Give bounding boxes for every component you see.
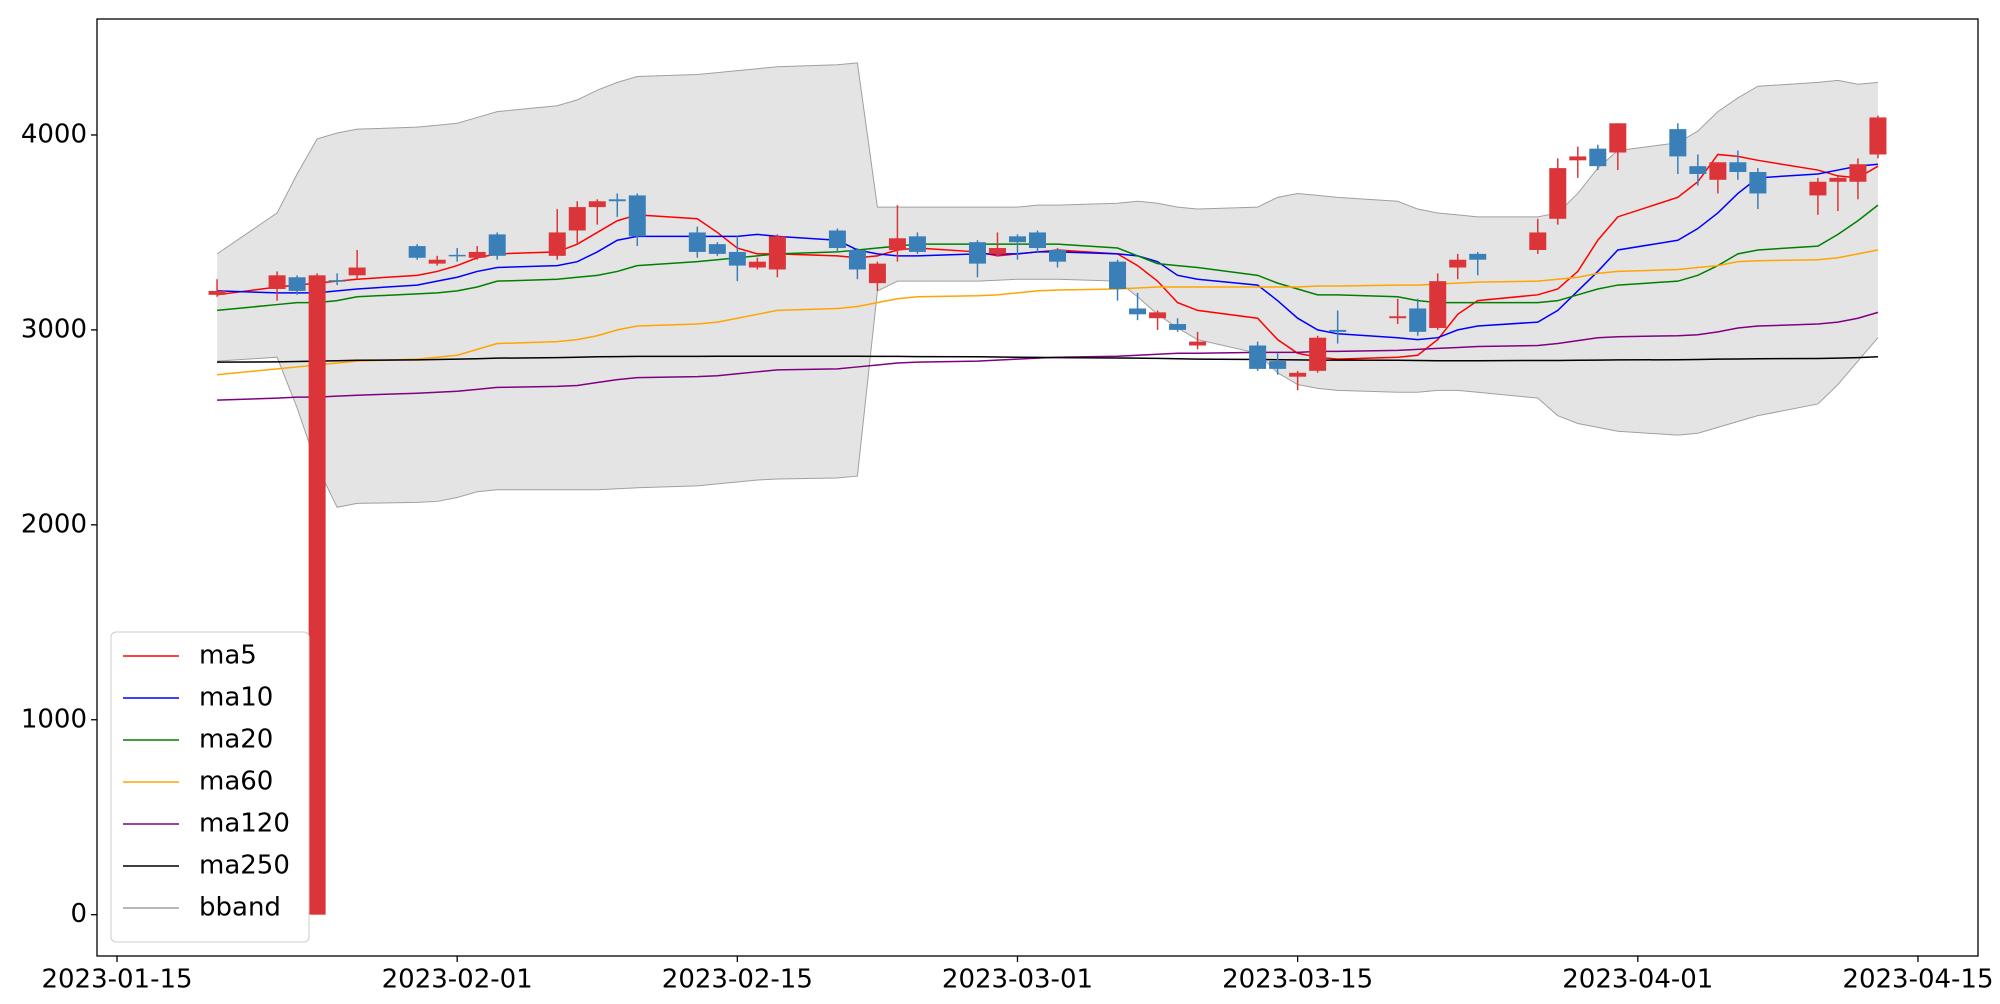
candle-body [348, 267, 366, 276]
candle-body [1669, 129, 1687, 157]
candle-body [1709, 162, 1727, 180]
candle-body [1249, 345, 1267, 369]
candle-body [888, 238, 906, 250]
candle-body [568, 207, 586, 231]
legend-label: ma60 [199, 767, 273, 797]
candle-body [868, 263, 886, 284]
candle-body [1469, 253, 1487, 260]
bband-line [217, 278, 1879, 508]
candle-body [608, 199, 626, 202]
candle-body [1569, 156, 1587, 161]
candle-body [1269, 361, 1287, 369]
candle-body [1829, 177, 1847, 182]
candle-body [908, 236, 926, 252]
candle-body [428, 259, 446, 264]
candle-body [288, 277, 306, 291]
candle-body [1029, 232, 1046, 249]
x-tick-label: 2023-04-01 [1562, 965, 1713, 995]
legend-label: ma120 [199, 809, 290, 839]
candle-body [1589, 148, 1607, 167]
candle-body [308, 275, 326, 915]
candle-body [748, 261, 766, 268]
candle-body [1189, 341, 1207, 346]
candle-body [848, 249, 866, 270]
y-tick-label: 2000 [21, 509, 87, 539]
candle-body [1169, 324, 1187, 330]
plot-frame [96, 18, 1979, 957]
x-tick-label: 2023-04-15 [1842, 965, 1993, 995]
legend-label: ma5 [199, 641, 257, 671]
candle-body [768, 236, 786, 270]
candle-body [1049, 249, 1067, 262]
candle-body [588, 201, 606, 208]
candle-body [468, 251, 486, 258]
candle-body [268, 275, 286, 289]
candle-body [1529, 232, 1547, 250]
candle-body [1449, 259, 1467, 268]
candle-body [1289, 372, 1307, 377]
candle-body [1129, 308, 1147, 315]
candle-body [708, 244, 726, 254]
ma-line [216, 204, 1879, 312]
candle-body [1409, 308, 1427, 332]
candle-body [408, 246, 426, 258]
legend-label: ma10 [199, 683, 273, 713]
legend: ma5 ma10 ma20 ma60 ma120 ma250 bband [110, 631, 310, 943]
candle-body [548, 232, 566, 256]
candle-body [1609, 123, 1627, 153]
legend-label: ma20 [199, 725, 273, 755]
x-tick-label: 2023-02-01 [382, 965, 533, 995]
ma-line [217, 163, 1879, 341]
candle-body [988, 248, 1006, 254]
bband-fill [217, 62, 1878, 508]
candle-body [1549, 168, 1567, 219]
candle-body [1849, 164, 1867, 182]
candle-body [1389, 316, 1407, 319]
candle-body [688, 232, 706, 252]
candle-body [1689, 166, 1707, 174]
candle-body [728, 251, 746, 266]
candle-body [1869, 117, 1887, 155]
candle-body [448, 254, 466, 257]
ma-line [217, 355, 1878, 363]
candle-body [208, 290, 226, 295]
candle-body [328, 280, 346, 282]
candle-body [828, 230, 846, 249]
y-tick-label: 0 [70, 899, 87, 929]
y-tick-label: 3000 [21, 314, 87, 344]
candle-body [1749, 172, 1767, 194]
candle-body [968, 242, 986, 264]
candle-body [1008, 236, 1026, 243]
candle-body [1809, 181, 1827, 196]
candle-body [628, 195, 646, 237]
y-tick-label: 1000 [21, 704, 87, 734]
candle-body [1149, 312, 1167, 319]
x-tick-label: 2023-02-15 [662, 965, 813, 995]
candle-body [1109, 261, 1127, 289]
x-tick-label: 2023-03-01 [942, 965, 1093, 995]
candle-body [1309, 337, 1327, 371]
legend-label: bband [199, 893, 281, 923]
candle-body [1729, 162, 1747, 173]
x-tick-label: 2023-01-15 [41, 965, 192, 995]
x-tick-label: 2023-03-15 [1222, 965, 1373, 995]
legend-box [110, 631, 310, 943]
candle-body [1329, 329, 1347, 332]
legend-label: ma250 [199, 851, 290, 881]
candle-body [1429, 281, 1447, 328]
y-tick-label: 4000 [21, 119, 87, 149]
ma-line [216, 249, 1879, 376]
candle-body [488, 234, 506, 256]
